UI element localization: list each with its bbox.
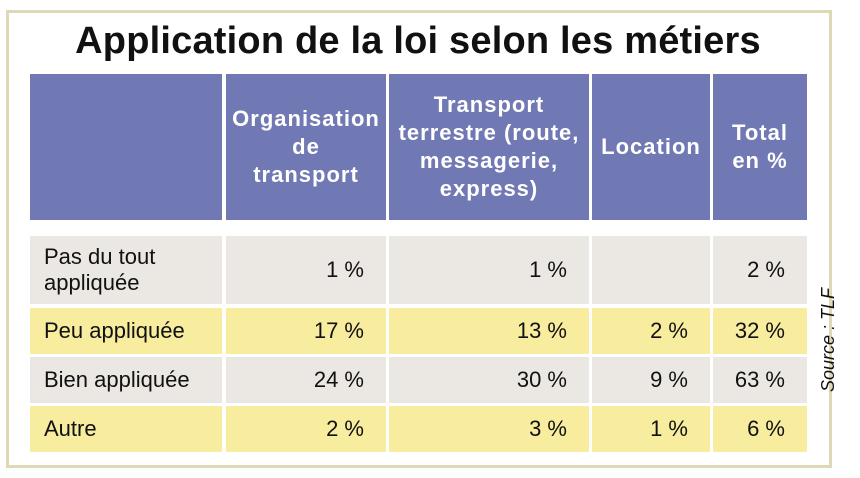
row-label: Autre [30, 406, 222, 452]
row-label: Pas du tout appliquée [30, 236, 222, 304]
table-cell: 30 % [389, 357, 589, 403]
column-header-text: Transport terrestre (route, messagerie, exp… [399, 91, 580, 203]
row-label-line: appliquée [44, 270, 140, 295]
column-header-line: Organisation [232, 106, 380, 131]
column-header-text: Location [601, 133, 701, 161]
row-label-line: Autre [44, 416, 97, 441]
row-label: Peu appliquée [30, 308, 222, 354]
table-cell: 2 % [592, 308, 710, 354]
column-header-line: express) [439, 176, 539, 201]
row-label-text: Bien appliquée [44, 367, 190, 393]
table-cell: 1 % [226, 236, 386, 304]
row-label: Bien appliquée [30, 357, 222, 403]
source-note: Source : TLF [818, 287, 838, 392]
table-cell: 2 % [226, 406, 386, 452]
row-label-line: Peu appliquée [44, 318, 185, 343]
chart-title: Application de la loi selon les métiers [75, 20, 761, 62]
table-cell: 6 % [713, 406, 807, 452]
column-header-line: Total [732, 120, 788, 145]
column-header-line: messagerie, [419, 148, 559, 173]
row-label-text: Autre [44, 416, 97, 442]
table-cell: 24 % [226, 357, 386, 403]
column-header-line: terrestre (route, [398, 120, 580, 145]
column-header: Total en % [713, 74, 807, 220]
row-label-line: Pas du tout [44, 244, 156, 269]
table-cell: 32 % [713, 308, 807, 354]
row-label-line: Bien appliquée [44, 367, 190, 392]
table-cell: 9 % [592, 357, 710, 403]
column-header: Transport terrestre (route, messagerie, exp… [389, 74, 589, 220]
column-header-text: Organisation de transport [232, 105, 380, 189]
row-label-text: Peu appliquée [44, 318, 185, 344]
table-cell [592, 236, 710, 304]
header-corner-cell [30, 74, 222, 220]
column-header: Organisation de transport [226, 74, 386, 220]
column-header-text: Total en % [732, 119, 788, 175]
column-header-line: Location [601, 134, 701, 159]
table-cell: 17 % [226, 308, 386, 354]
table-cell: 1 % [592, 406, 710, 452]
table-cell: 3 % [389, 406, 589, 452]
table-cell: 13 % [389, 308, 589, 354]
table-cell: 2 % [713, 236, 807, 304]
column-header-line: Transport [433, 92, 545, 117]
column-header: Location [592, 74, 710, 220]
table-cell: 1 % [389, 236, 589, 304]
column-header-line: en % [732, 148, 788, 173]
column-header-line: transport [253, 162, 359, 187]
table-cell: 63 % [713, 357, 807, 403]
row-label-text: Pas du tout appliquée [44, 244, 155, 296]
column-header-line: de [292, 134, 320, 159]
